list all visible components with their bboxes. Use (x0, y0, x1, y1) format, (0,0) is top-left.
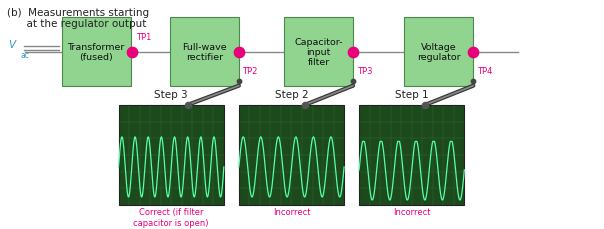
Text: Step 3: Step 3 (155, 90, 188, 100)
Point (469, 80, 478, 84)
Bar (359, 105, 464, 205)
Point (469, 50, 478, 54)
Text: Transformer
(fused): Transformer (fused) (68, 43, 125, 62)
Text: Incorrect: Incorrect (273, 207, 310, 216)
Bar (239, 105, 344, 205)
Text: TP2: TP2 (242, 67, 258, 76)
FancyBboxPatch shape (170, 18, 239, 86)
FancyBboxPatch shape (62, 18, 130, 86)
FancyBboxPatch shape (404, 18, 474, 86)
Point (234, 80, 243, 84)
Point (127, 50, 137, 54)
Text: Step 1: Step 1 (395, 90, 428, 100)
Point (349, 50, 358, 54)
Point (234, 50, 243, 54)
Text: TP1: TP1 (136, 33, 152, 42)
Text: Step 2: Step 2 (275, 90, 308, 100)
Text: (b)  Measurements starting
      at the regulator output: (b) Measurements starting at the regulat… (7, 8, 150, 29)
Point (183, 104, 193, 107)
Text: Incorrect: Incorrect (393, 207, 431, 216)
Text: ac: ac (21, 51, 30, 60)
FancyBboxPatch shape (284, 18, 353, 86)
Text: Voltage
regulator: Voltage regulator (417, 43, 461, 62)
Text: Full-wave
rectifier: Full-wave rectifier (182, 43, 226, 62)
Bar (118, 105, 224, 205)
Text: Capacitor-
input
filter: Capacitor- input filter (294, 38, 343, 67)
Point (420, 104, 430, 107)
Text: Correct (if filter
capacitor is open): Correct (if filter capacitor is open) (133, 207, 209, 226)
Text: V: V (8, 40, 16, 50)
Point (300, 104, 310, 107)
Text: TP4: TP4 (477, 67, 492, 76)
Text: TP3: TP3 (357, 67, 372, 76)
Point (349, 80, 358, 84)
